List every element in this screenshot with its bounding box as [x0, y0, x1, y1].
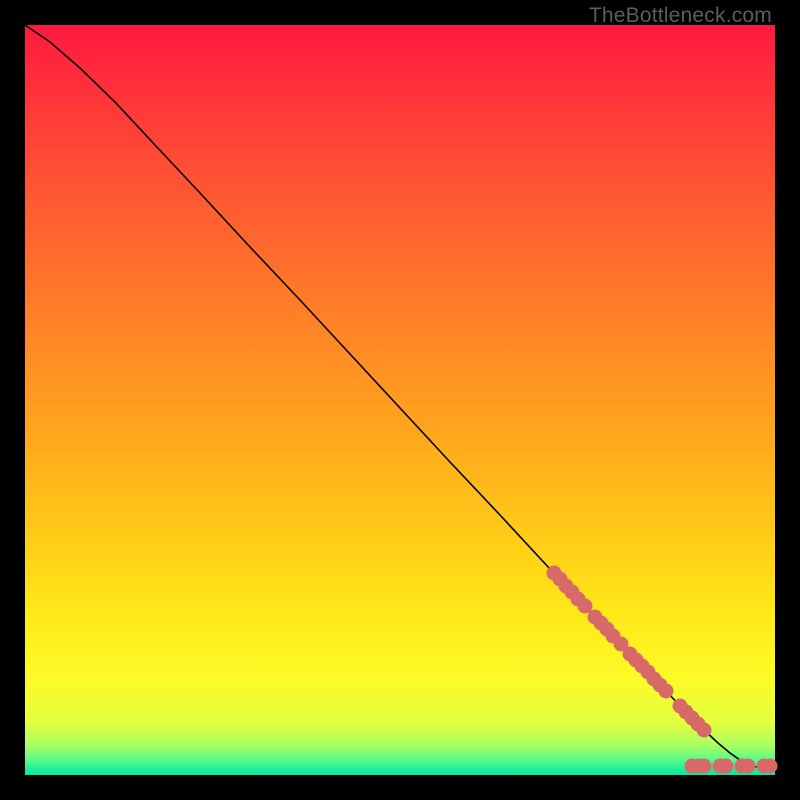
data-markers [547, 566, 778, 774]
chart-svg [0, 0, 800, 800]
data-marker [741, 759, 756, 774]
data-marker [719, 759, 734, 774]
data-marker [697, 759, 712, 774]
data-marker [697, 723, 712, 738]
data-marker [763, 759, 778, 774]
bottleneck-curve [25, 25, 775, 770]
data-marker [659, 684, 674, 699]
watermark-text: TheBottleneck.com [589, 4, 772, 28]
